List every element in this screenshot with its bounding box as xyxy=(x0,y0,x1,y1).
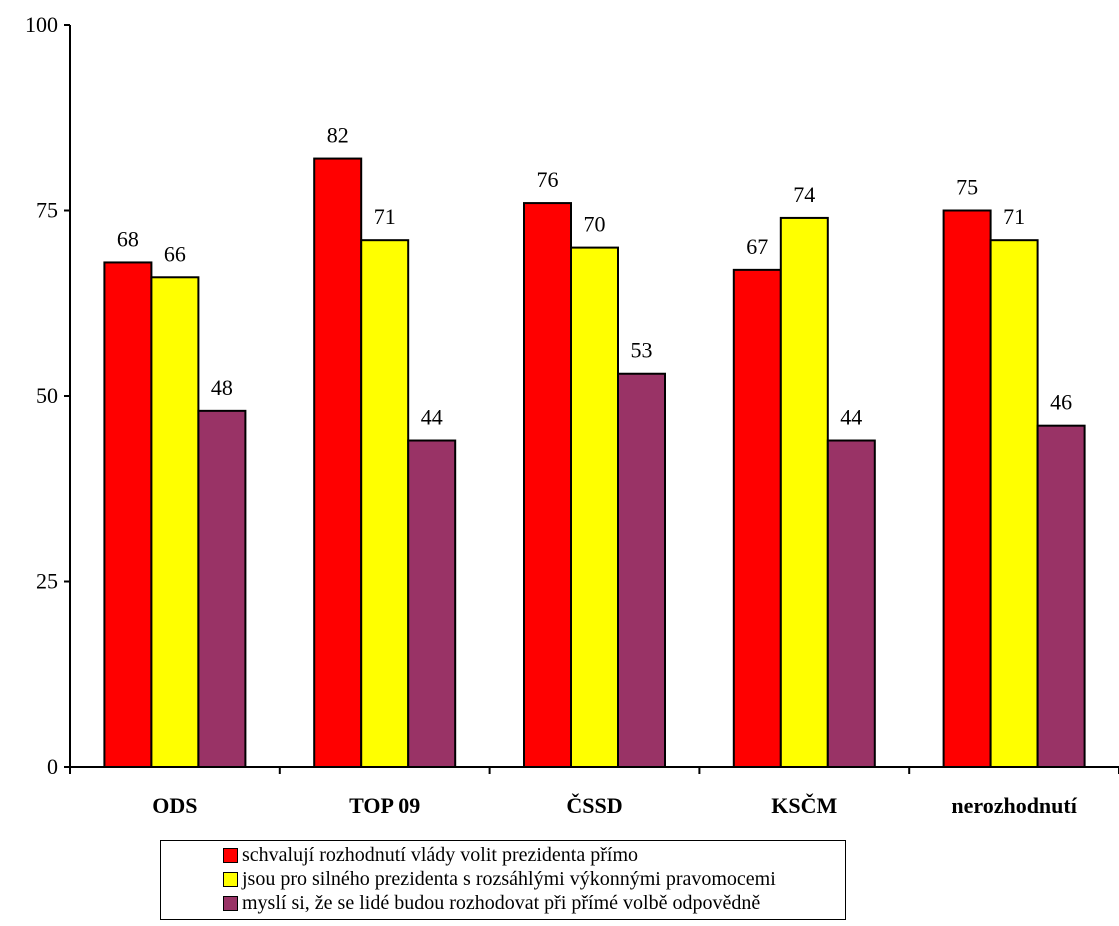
bar-KSČM-series-3 xyxy=(826,439,876,768)
bar-ODS-series-3 xyxy=(197,409,247,768)
legend-item-series-2: jsou pro silného prezidenta s rozsáhlými… xyxy=(223,867,776,891)
legend-swatch-series-2 xyxy=(223,871,238,887)
bar-ČSSD-series-3 xyxy=(617,372,666,768)
bar-ČSSD-series-2 xyxy=(570,246,619,769)
legend-item-series-3: myslí si, že se lidé budou rozhodovat př… xyxy=(223,891,760,915)
bar-nerozhodnutí-series-1 xyxy=(942,209,992,768)
y-tick-label-1: 25 xyxy=(36,569,58,594)
bar-KSČM-series-2 xyxy=(779,216,829,769)
bar-ČSSD-series-1 xyxy=(523,202,572,768)
data-label-TOP 09-series-1: 82 xyxy=(327,123,349,148)
data-label-ČSSD-series-2: 70 xyxy=(584,212,606,237)
bar-ODS-series-1 xyxy=(103,261,153,768)
bar-TOP 09-series-3 xyxy=(407,439,457,768)
x-tick-label-5: nerozhodnutí xyxy=(951,793,1077,818)
data-label-ODS-series-1: 68 xyxy=(117,226,139,251)
legend: schvalují rozhodnutí vlády volit prezide… xyxy=(160,840,846,920)
data-label-ODS-series-2: 66 xyxy=(164,241,186,266)
x-tick-label-4: KSČM xyxy=(771,793,837,818)
bar-TOP 09-series-1 xyxy=(313,157,363,768)
bar-ODS-series-2 xyxy=(150,276,200,768)
data-label-ČSSD-series-3: 53 xyxy=(631,338,653,363)
legend-swatch-series-3 xyxy=(223,895,238,911)
bar-chart: 0 25 50 75 100 68 66 48 ODS 82 71 44 TOP 09 76 70 53 ČSS… xyxy=(25,12,1119,818)
data-label-nerozhodnutí-series-1: 75 xyxy=(956,175,978,200)
data-label-KSČM-series-1: 67 xyxy=(746,234,768,259)
bar-nerozhodnutí-series-2 xyxy=(989,239,1039,768)
legend-swatch-series-1 xyxy=(223,847,238,863)
y-tick-label-2: 50 xyxy=(36,383,58,408)
data-label-TOP 09-series-2: 71 xyxy=(374,204,396,229)
data-label-ODS-series-3: 48 xyxy=(211,375,233,400)
x-tick-label-1: ODS xyxy=(152,793,197,818)
data-label-KSČM-series-3: 44 xyxy=(840,405,862,430)
y-tick-label-4: 100 xyxy=(25,12,58,37)
x-tick-label-2: TOP 09 xyxy=(349,793,420,818)
data-label-ČSSD-series-1: 76 xyxy=(537,167,559,192)
legend-label-series-2: jsou pro silného prezidenta s rozsáhlými… xyxy=(242,867,776,890)
legend-label-series-1: schvalují rozhodnutí vlády volit prezide… xyxy=(242,843,639,866)
data-label-KSČM-series-2: 74 xyxy=(793,182,815,207)
bar-TOP 09-series-2 xyxy=(360,239,410,768)
bar-nerozhodnutí-series-3 xyxy=(1036,424,1086,768)
legend-item-series-1: schvalují rozhodnutí vlády volit prezide… xyxy=(223,843,638,867)
y-tick-label-3: 75 xyxy=(36,198,58,223)
legend-label-series-3: myslí si, že se lidé budou rozhodovat př… xyxy=(242,891,761,914)
data-label-nerozhodnutí-series-3: 46 xyxy=(1050,390,1072,415)
data-label-TOP 09-series-3: 44 xyxy=(421,405,443,430)
bar-KSČM-series-1 xyxy=(732,268,782,768)
x-tick-label-3: ČSSD xyxy=(566,793,622,818)
data-label-nerozhodnutí-series-2: 71 xyxy=(1003,204,1025,229)
y-tick-label-0: 0 xyxy=(47,754,58,779)
